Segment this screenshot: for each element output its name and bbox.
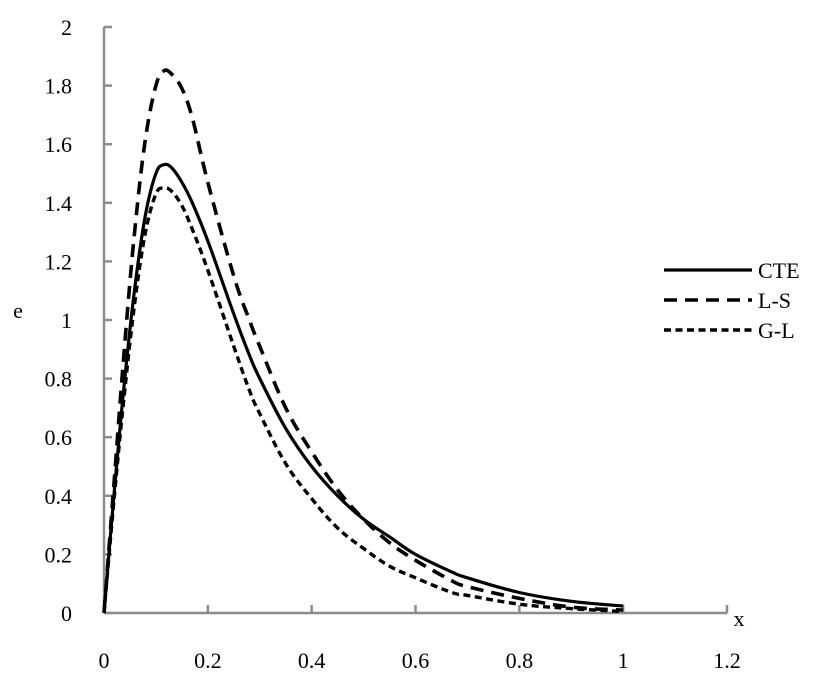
x-tick-label: 0.4	[298, 648, 326, 673]
y-tick-label: 1.4	[45, 191, 73, 216]
x-tick-label: 0.6	[402, 648, 430, 673]
x-axis: 0 0.2 0.4 0.6 0.8 1 1.2	[99, 605, 741, 673]
legend: CTE L-S G-L	[664, 258, 800, 343]
y-tick-label: 1	[61, 308, 72, 333]
y-tick-label: 0.4	[45, 484, 73, 509]
x-tick-label: 0.2	[194, 648, 222, 673]
legend-label-cte: CTE	[758, 258, 800, 283]
x-tick-label: 1.2	[713, 648, 741, 673]
y-axis-title: e	[13, 298, 23, 323]
series-line-l-s	[102, 68, 624, 614]
series-line-cte	[102, 162, 624, 614]
y-tick-label: 0.8	[45, 367, 73, 392]
plot-area	[102, 68, 624, 614]
y-tick-label: 1.6	[45, 132, 73, 157]
y-axis: 0 0.2 0.4 0.6 0.8 1 1.2 1.4 1.6 1.8 2	[45, 15, 112, 626]
y-tick-label: 1.2	[45, 249, 73, 274]
x-tick-label: 1	[618, 648, 629, 673]
y-tick-label: 2	[61, 15, 72, 40]
y-tick-label: 1.8	[45, 74, 73, 99]
y-tick-label: 0.2	[45, 542, 73, 567]
legend-label-g-l: G-L	[758, 318, 795, 343]
x-axis-title: x	[734, 606, 745, 631]
y-tick-label: 0.6	[45, 425, 73, 450]
legend-label-l-s: L-S	[758, 288, 791, 313]
x-tick-label: 0	[99, 648, 110, 673]
y-tick-label: 0	[61, 601, 72, 626]
x-tick-label: 0.8	[506, 648, 534, 673]
series-line-g-l	[102, 186, 624, 614]
